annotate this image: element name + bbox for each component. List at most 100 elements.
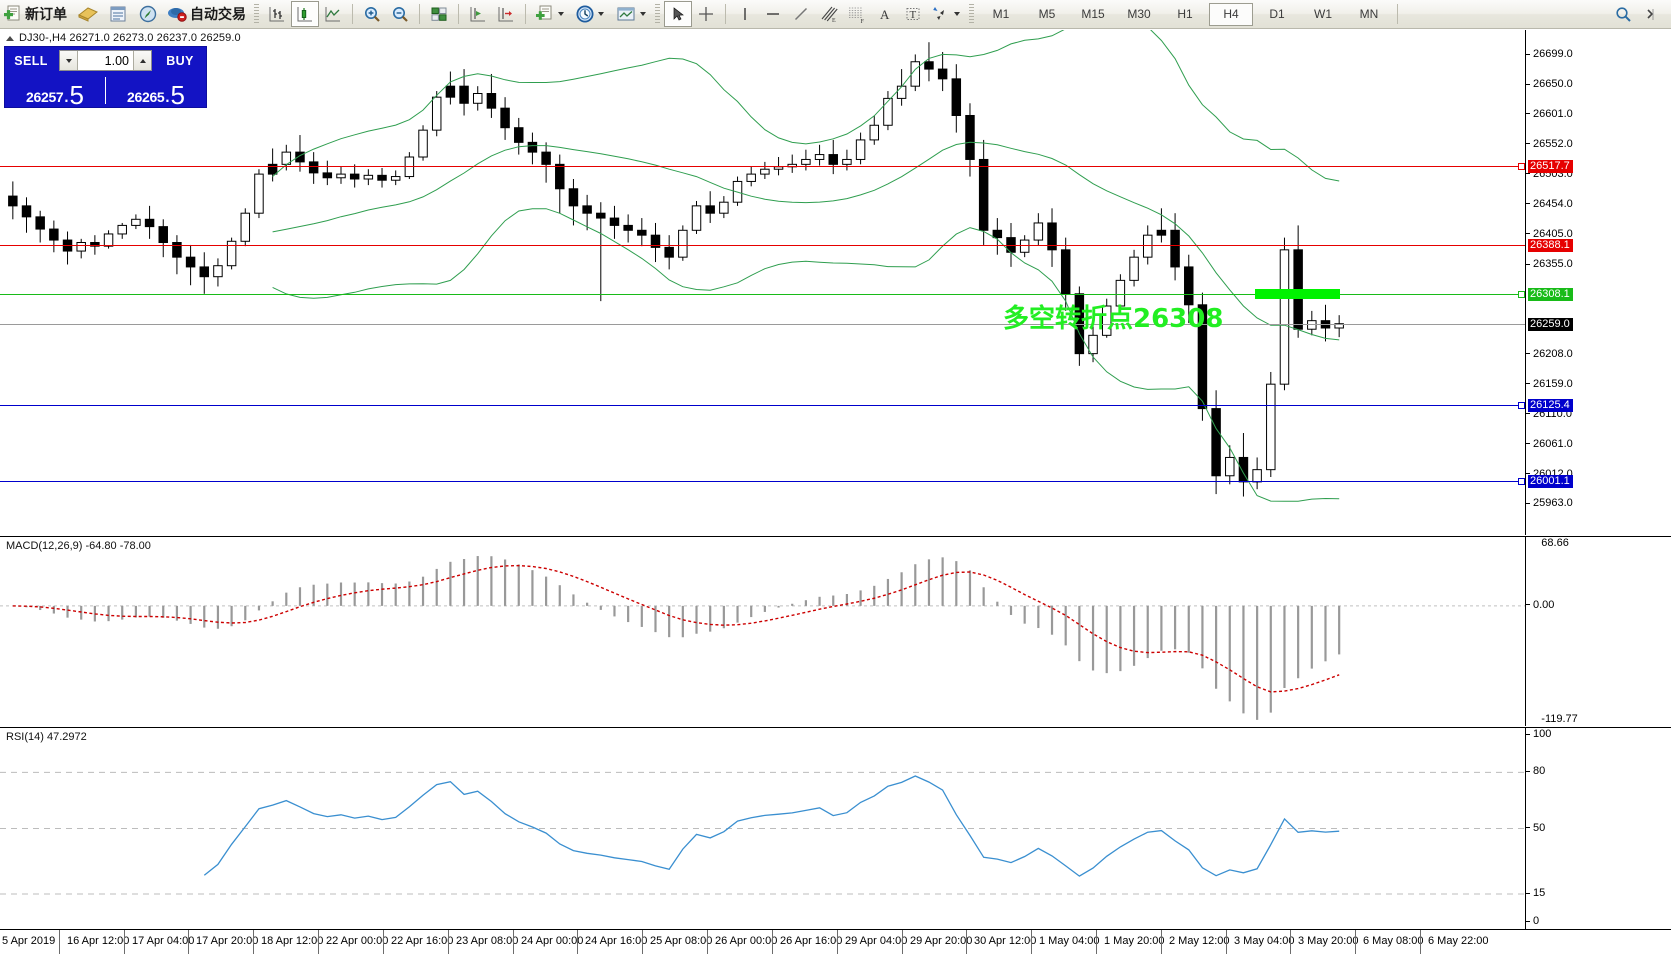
cursor-button[interactable]: [664, 1, 692, 27]
objects-button[interactable]: [928, 2, 966, 27]
candle-body: [172, 242, 182, 258]
candle-body: [596, 212, 606, 219]
timeframe-m1[interactable]: M1: [992, 6, 1010, 21]
toolbar-overflow-button[interactable]: [1637, 1, 1665, 27]
text-button[interactable]: A: [871, 1, 899, 27]
candle-body: [760, 168, 770, 175]
timeframe-h4[interactable]: H4: [1209, 2, 1253, 26]
fibonacci-button[interactable]: F: [843, 1, 871, 27]
zoom-in-button[interactable]: [358, 1, 386, 27]
indicators-dropdown-arrow[interactable]: [558, 12, 564, 16]
candle-body: [951, 78, 962, 116]
price-scale[interactable]: 26699.0 26650.0 26601.0 26552.0 26503.0 26454…: [1525, 30, 1671, 535]
candle-body: [185, 256, 196, 268]
volume-stepper[interactable]: 1.00: [59, 50, 152, 71]
bar-chart-button[interactable]: [263, 1, 291, 27]
indicators-button[interactable]: [532, 2, 570, 27]
horizontal-level-line[interactable]: [0, 405, 1525, 406]
navigator-button[interactable]: [134, 2, 162, 27]
level-line-handle[interactable]: [1518, 163, 1525, 170]
horizontal-level-line[interactable]: [0, 481, 1525, 482]
price-level-tag[interactable]: 26308.1: [1528, 288, 1573, 301]
price-level-tag[interactable]: 26001.1: [1528, 475, 1573, 488]
periods-dropdown-arrow[interactable]: [598, 12, 604, 16]
main-toolbar: 新订单: [0, 0, 1671, 29]
candle-body: [390, 176, 401, 181]
price-level-tag[interactable]: 26259.0: [1528, 318, 1573, 331]
toolbar-grip-2[interactable]: [655, 4, 660, 24]
candle-body: [199, 266, 210, 278]
volume-increase-button[interactable]: [133, 51, 151, 70]
buy-price[interactable]: 26265. 5: [106, 74, 206, 108]
new-order-label: 新订单: [25, 6, 67, 22]
timeframe-m5[interactable]: M5: [1038, 6, 1056, 21]
one-click-trading-panel: SELL 1.00 BUY 26257. 5 26265. 5: [4, 46, 207, 108]
rsi-plot[interactable]: [0, 728, 1671, 929]
bar-chart-icon: [269, 7, 284, 22]
collapse-triangle-icon[interactable]: [6, 35, 14, 41]
volume-decrease-button[interactable]: [60, 51, 78, 70]
level-line-handle[interactable]: [1518, 402, 1525, 409]
timeframe-m30[interactable]: M30: [1127, 6, 1151, 21]
line-chart-button[interactable]: [319, 1, 347, 27]
horizontal-level-line[interactable]: [0, 294, 1525, 295]
candle-body: [1156, 229, 1167, 236]
price-level-tag[interactable]: 26517.7: [1528, 160, 1573, 173]
equidistant-channel-button[interactable]: E: [815, 1, 843, 27]
toolbar-grip[interactable]: [254, 4, 259, 24]
new-order-button[interactable]: 新订单: [1, 2, 72, 27]
expert-advisor-button[interactable]: [74, 2, 102, 27]
timeframe-h1[interactable]: H1: [1177, 6, 1193, 21]
horizontal-level-line[interactable]: [0, 166, 1525, 167]
vertical-line-button[interactable]: [731, 1, 759, 27]
data-window-button[interactable]: [104, 2, 132, 27]
macd-pane[interactable]: MACD(12,26,9) -64.80 -78.00 68.66 0.00 -1…: [0, 536, 1671, 726]
timeframe-group: M1 M5 M15 M30 H1 H4 D1 W1 MN: [978, 2, 1392, 26]
sell-button[interactable]: SELL: [14, 53, 48, 68]
toolbar-separator: [352, 4, 353, 24]
time-axis-label: 17 Apr 04:00: [132, 935, 195, 947]
price-level-tag[interactable]: 26125.4: [1528, 399, 1573, 412]
price-chart-pane[interactable]: 多空转折点26308 26699.0 26650.0 26601.0 26552.0 2…: [0, 30, 1671, 535]
text-label-button[interactable]: T: [899, 1, 927, 27]
time-axis[interactable]: 5 Apr 2019 16 Apr 12:00 17 Apr 04:00 17 Apr…: [0, 929, 1671, 954]
candle-body: [1211, 408, 1221, 477]
chart-shift-button[interactable]: [464, 1, 492, 27]
objects-icon: [933, 7, 944, 20]
buy-button[interactable]: BUY: [166, 53, 194, 68]
rsi-scale[interactable]: 100 80 50 15 0: [1525, 728, 1671, 929]
horizontal-level-line[interactable]: [0, 245, 1525, 246]
price-chart-plot[interactable]: 多空转折点26308: [0, 30, 1671, 535]
highlight-rectangle[interactable]: [1255, 289, 1340, 299]
candle-body: [527, 141, 538, 153]
toolbar-grip-3[interactable]: [969, 4, 974, 24]
objects-dropdown-arrow[interactable]: [954, 12, 960, 16]
tile-windows-button[interactable]: [425, 1, 453, 27]
level-line-handle[interactable]: [1518, 478, 1525, 485]
chart-annotation-text[interactable]: 多空转折点26308: [1003, 304, 1224, 334]
macd-scale[interactable]: 68.66 0.00 -119.77: [1525, 537, 1671, 726]
zoom-out-button[interactable]: [386, 1, 414, 27]
timeframe-m15[interactable]: M15: [1081, 6, 1105, 21]
auto-scroll-button[interactable]: [492, 1, 520, 27]
templates-button[interactable]: [612, 2, 652, 27]
timeframe-mn[interactable]: MN: [1359, 6, 1379, 21]
autotrading-button[interactable]: 自动交易: [164, 2, 251, 27]
horizontal-level-line[interactable]: [0, 324, 1525, 325]
crosshair-button[interactable]: [692, 1, 720, 27]
templates-dropdown-arrow[interactable]: [640, 12, 646, 16]
rsi-pane[interactable]: RSI(14) 47.2972 100 80 50 15 0: [0, 727, 1671, 929]
level-line-handle[interactable]: [1518, 291, 1525, 298]
trendline-button[interactable]: [787, 1, 815, 27]
timeframe-d1[interactable]: D1: [1269, 6, 1285, 21]
search-button[interactable]: [1609, 1, 1637, 27]
horizontal-line-button[interactable]: [759, 1, 787, 27]
volume-input[interactable]: 1.00: [104, 53, 129, 68]
macd-plot[interactable]: [0, 537, 1671, 726]
periods-button[interactable]: [572, 2, 610, 27]
price-level-tag[interactable]: 26388.1: [1528, 239, 1573, 252]
sell-price[interactable]: 26257. 5: [5, 74, 105, 108]
candlestick-chart-button[interactable]: [291, 1, 319, 27]
timeframe-w1[interactable]: W1: [1314, 6, 1332, 21]
